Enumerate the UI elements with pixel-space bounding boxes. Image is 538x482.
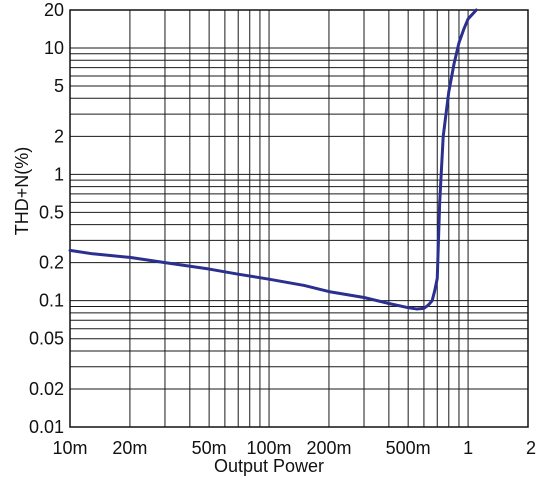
y-tick-label: 0.01 xyxy=(29,417,64,437)
x-tick-label: 200m xyxy=(306,438,351,458)
y-tick-label: 0.1 xyxy=(39,291,64,311)
x-tick-label: 100m xyxy=(247,438,292,458)
plot-frame xyxy=(69,9,529,428)
y-tick-label: 2 xyxy=(54,126,64,146)
y-tick-label: 5 xyxy=(54,76,64,96)
y-tick-label: 1 xyxy=(54,164,64,184)
x-axis-title: Output Power xyxy=(214,456,324,476)
plot-border xyxy=(69,9,529,428)
x-tick-label: 20m xyxy=(112,438,147,458)
y-tick-labels: 0.01 0.02 0.05 0.1 0.2 0.5 1 2 5 10 20 xyxy=(29,0,64,437)
y-tick-label: 0.02 xyxy=(29,379,64,399)
x-tick-label: 500m xyxy=(386,438,431,458)
y-tick-label: 0.2 xyxy=(39,253,64,273)
y-tick-label: 0.5 xyxy=(39,202,64,222)
x-tick-label: 50m xyxy=(192,438,227,458)
x-tick-label: 1 xyxy=(463,438,473,458)
y-tick-label: 10 xyxy=(44,38,64,58)
grid-layer xyxy=(69,9,529,428)
x-tick-label: 2 xyxy=(526,438,536,458)
y-tick-label: 0.05 xyxy=(29,329,64,349)
series-line-1 xyxy=(68,8,478,311)
x-tick-label: 10m xyxy=(52,438,87,458)
y-axis-title: THD+N(%) xyxy=(12,147,32,236)
x-tick-labels: 10m 20m 50m 100m 200m 500m 1 2 xyxy=(52,438,536,458)
series-layer xyxy=(68,8,478,311)
y-tick-label: 20 xyxy=(44,0,64,20)
